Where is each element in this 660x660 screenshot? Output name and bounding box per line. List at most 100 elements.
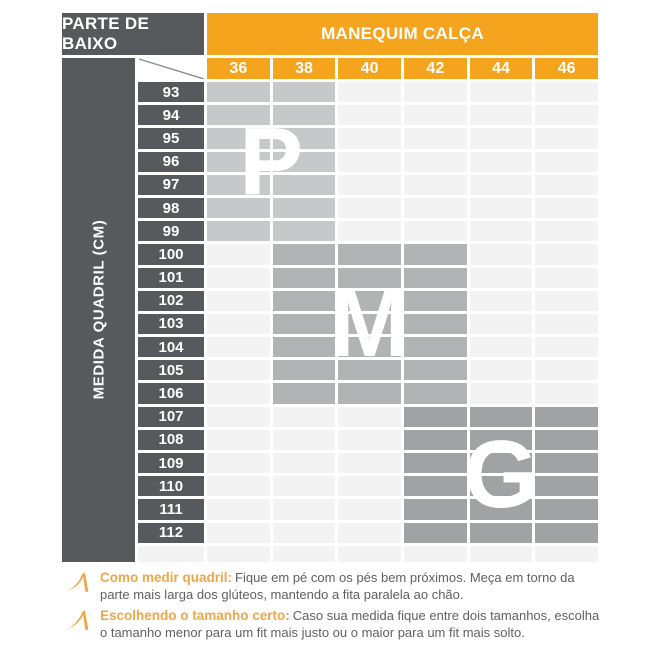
table-cell-empty — [404, 128, 467, 149]
row-label-110: 110 — [138, 476, 204, 497]
table-cell-empty — [338, 522, 401, 543]
table-cell-107-42 — [404, 406, 467, 427]
table-cell-106-38 — [272, 383, 336, 404]
table-cell-empty — [207, 360, 270, 381]
table-cell-empty — [469, 383, 533, 404]
table-cell-empty — [338, 105, 401, 126]
table-cell-98-38 — [272, 197, 336, 219]
spacer-cell — [272, 545, 336, 562]
table-cell-106-42 — [404, 383, 467, 404]
table-cell-empty — [404, 105, 467, 126]
table-cell-99-36 — [207, 221, 270, 242]
table-cell-100-40 — [338, 244, 401, 265]
diagonal-line-icon — [138, 58, 204, 79]
table-cell-105-42 — [404, 360, 467, 381]
table-cell-100-42 — [404, 244, 467, 265]
note-title: Escolhendo o tamanho certo: — [100, 608, 290, 623]
note-description: Caso sua medida fique entre dois tamanho… — [100, 608, 600, 640]
table-cell-empty — [469, 337, 533, 358]
row-label-94: 94 — [138, 105, 204, 126]
table-cell-99-38 — [272, 221, 336, 242]
table-cell-empty — [535, 267, 598, 288]
table-cell-empty — [272, 429, 336, 450]
row-label-108: 108 — [138, 429, 204, 450]
table-cell-101-42 — [404, 267, 467, 288]
table-cell-112-44 — [469, 522, 533, 543]
table-cell-empty — [207, 267, 270, 288]
spacer-cell — [469, 545, 533, 562]
table-cell-empty — [535, 128, 598, 149]
table-cell-empty — [207, 244, 270, 265]
table-cell-105-38 — [272, 360, 336, 381]
table-cell-110-44 — [469, 476, 533, 497]
table-cell-100-38 — [272, 244, 336, 265]
table-cell-empty — [338, 476, 401, 497]
spacer-cell — [207, 545, 270, 562]
table-cell-93-38 — [272, 82, 336, 103]
brand-arrow-icon — [64, 571, 89, 594]
row-label-106: 106 — [138, 383, 204, 404]
table-cell-102-42 — [404, 290, 467, 311]
table-cell-empty — [338, 174, 401, 195]
table-cell-empty — [535, 337, 598, 358]
row-axis-bar: MEDIDA QUADRIL (CM) — [62, 58, 135, 562]
row-label-100: 100 — [138, 244, 204, 265]
chart-title-right: MANEQUIM CALÇA — [207, 13, 598, 55]
table-cell-111-44 — [469, 499, 533, 520]
table-cell-97-38 — [272, 174, 336, 195]
table-cell-empty — [207, 290, 270, 311]
table-cell-empty — [338, 197, 401, 219]
table-cell-empty — [535, 197, 598, 219]
table-cell-empty — [535, 174, 598, 195]
table-cell-108-44 — [469, 429, 533, 450]
table-cell-empty — [404, 151, 467, 172]
table-cell-empty — [469, 244, 533, 265]
row-label-97: 97 — [138, 174, 204, 195]
row-label-103: 103 — [138, 313, 204, 335]
table-cell-empty — [207, 429, 270, 450]
table-cell-empty — [535, 360, 598, 381]
table-cell-94-36 — [207, 105, 270, 126]
table-cell-96-36 — [207, 151, 270, 172]
table-cell-empty — [272, 476, 336, 497]
table-cell-95-38 — [272, 128, 336, 149]
footnotes: Como medir quadril: Fique em pé com os pé… — [64, 570, 600, 646]
brand-arrow-icon — [64, 609, 89, 632]
table-cell-empty — [535, 151, 598, 172]
table-cell-98-36 — [207, 197, 270, 219]
table-cell-empty — [338, 221, 401, 242]
table-cell-empty — [404, 82, 467, 103]
table-cell-102-40 — [338, 290, 401, 311]
table-cell-empty — [404, 221, 467, 242]
table-cell-empty — [207, 499, 270, 520]
table-cell-empty — [535, 313, 598, 335]
chart-title-left: PARTE DE BAIXO — [62, 13, 204, 55]
table-cell-empty — [338, 453, 401, 474]
table-cell-empty — [207, 313, 270, 335]
table-cell-empty — [469, 174, 533, 195]
table-cell-empty — [338, 429, 401, 450]
table-cell-103-40 — [338, 313, 401, 335]
table-cell-empty — [404, 197, 467, 219]
diagonal-corner-cell — [138, 58, 204, 79]
table-cell-empty — [338, 151, 401, 172]
table-cell-empty — [535, 383, 598, 404]
table-cell-109-44 — [469, 453, 533, 474]
size-column-header-44: 44 — [469, 58, 533, 79]
table-cell-empty — [338, 406, 401, 427]
table-cell-111-46 — [535, 499, 598, 520]
row-label-99: 99 — [138, 221, 204, 242]
size-column-header-40: 40 — [338, 58, 401, 79]
spacer-cell — [404, 545, 467, 562]
row-label-93: 93 — [138, 82, 204, 103]
table-cell-empty — [469, 290, 533, 311]
table-cell-96-38 — [272, 151, 336, 172]
table-cell-empty — [338, 128, 401, 149]
table-cell-107-46 — [535, 406, 598, 427]
table-cell-empty — [207, 453, 270, 474]
table-cell-empty — [535, 82, 598, 103]
table-cell-107-44 — [469, 406, 533, 427]
table-cell-94-38 — [272, 105, 336, 126]
table-cell-empty — [207, 383, 270, 404]
spacer-cell — [535, 545, 598, 562]
